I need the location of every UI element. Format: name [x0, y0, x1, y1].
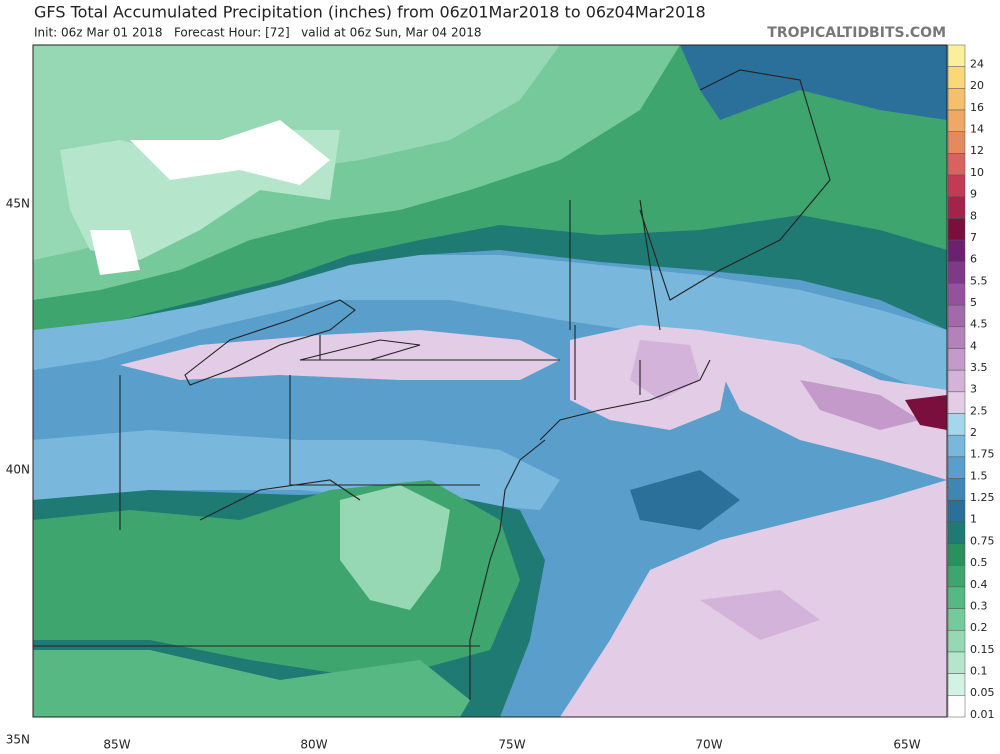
colorbar-swatch [947, 499, 966, 523]
colorbar-label: 0.75 [970, 534, 995, 547]
colorbar-label: 2.5 [970, 404, 988, 417]
colorbar-label: 0.05 [970, 686, 995, 699]
colorbar-swatch [947, 109, 966, 132]
colorbar-swatch [947, 586, 966, 609]
colorbar-swatch [947, 153, 966, 176]
colorbar-label: 10 [970, 166, 984, 179]
longitude-label: 70W [695, 738, 722, 752]
colorbar-label: 0.5 [970, 556, 988, 569]
latitude-labels: 45N 40N 35N [6, 197, 30, 747]
latitude-label: 35N [6, 733, 30, 747]
longitude-label: 80W [300, 738, 327, 752]
colorbar-label: 9 [970, 188, 977, 201]
colorbar-swatch [947, 174, 966, 197]
colorbar-swatch [947, 413, 966, 436]
colorbar-label: 16 [970, 101, 984, 114]
colorbar-label: 0.1 [970, 664, 988, 677]
colorbar-swatch [947, 348, 966, 371]
colorbar-label: 12 [970, 144, 984, 157]
colorbar-label: 0.2 [970, 621, 988, 634]
map [32, 44, 948, 718]
longitude-label: 75W [498, 738, 525, 752]
colorbar-swatch [947, 369, 966, 393]
colorbar-label: 6 [970, 253, 977, 266]
colorbar-swatch [947, 521, 966, 544]
colorbar-swatch [947, 565, 966, 588]
colorbar-swatch [947, 261, 966, 284]
colorbar: 24 20 16 14 12 10 9 8 7 6 5.5 5 4.5 4 3.5 3 2.5 2 1.75 1.5 1… [947, 44, 995, 721]
colorbar-label: 0.4 [970, 578, 988, 591]
colorbar-swatch [947, 196, 966, 219]
colorbar-swatch [947, 88, 966, 111]
colorbar-swatch [947, 391, 966, 414]
colorbar-label: 1.5 [970, 469, 988, 482]
latitude-label: 40N [6, 463, 30, 477]
colorbar-label: 0.15 [970, 643, 995, 656]
colorbar-swatch [947, 326, 966, 349]
colorbar-swatch [947, 434, 966, 458]
latitude-label: 45N [6, 197, 30, 211]
colorbar-swatch [947, 478, 966, 501]
colorbar-label: 2 [970, 426, 977, 439]
colorbar-swatch [947, 630, 966, 653]
colorbar-swatch [947, 131, 966, 154]
longitude-labels: 85W 80W 75W 70W 65W [103, 738, 920, 752]
colorbar-label: 1.25 [970, 491, 995, 504]
colorbar-swatch [947, 695, 966, 718]
colorbar-label: 24 [970, 58, 984, 71]
colorbar-swatch [947, 283, 966, 306]
colorbar-label: 7 [970, 231, 977, 244]
colorbar-label: 1.75 [970, 448, 995, 461]
colorbar-swatch [947, 608, 966, 631]
colorbar-swatch [947, 218, 966, 241]
longitude-label: 65W [893, 738, 920, 752]
colorbar-swatch [947, 456, 966, 479]
colorbar-label: 4.5 [970, 318, 988, 331]
colorbar-label: 3 [970, 383, 977, 396]
colorbar-swatch [947, 44, 966, 67]
colorbar-label: 0.3 [970, 599, 988, 612]
colorbar-swatch [947, 651, 966, 674]
colorbar-label: 5 [970, 296, 977, 309]
colorbar-label: 20 [970, 79, 984, 92]
colorbar-label: 4 [970, 339, 977, 352]
colorbar-label: 0.01 [970, 708, 995, 721]
colorbar-label: 14 [970, 123, 984, 136]
colorbar-swatch [947, 673, 966, 696]
colorbar-swatch [947, 543, 966, 566]
colorbar-swatch [947, 304, 966, 328]
colorbar-swatch [947, 239, 966, 263]
longitude-label: 85W [103, 738, 130, 752]
colorbar-swatch [947, 66, 966, 89]
credit: TROPICALTIDBITS.COM [767, 25, 946, 41]
colorbar-label: 5.5 [970, 274, 988, 287]
title: GFS Total Accumulated Precipitation (inc… [34, 3, 706, 22]
subtitle: Init: 06z Mar 01 2018 Forecast Hour: [72… [34, 26, 482, 40]
colorbar-label: 8 [970, 209, 977, 222]
colorbar-label: 3.5 [970, 361, 988, 374]
colorbar-label: 1 [970, 513, 977, 526]
